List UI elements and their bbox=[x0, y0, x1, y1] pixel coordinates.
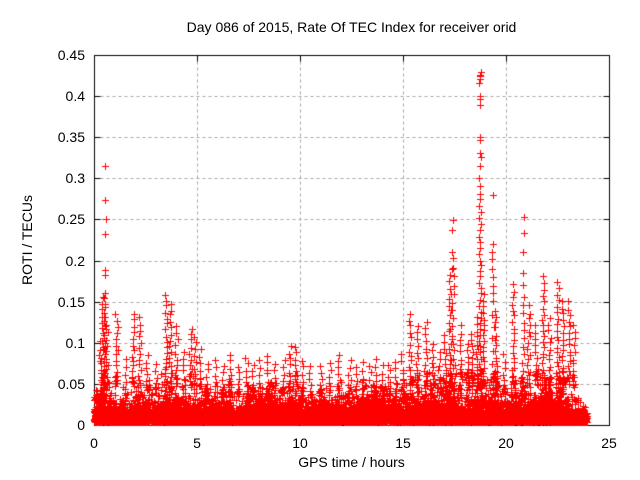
y-tick-label: 0 bbox=[77, 417, 85, 433]
y-tick-label: 0.05 bbox=[57, 375, 85, 392]
x-tick-label: 20 bbox=[498, 435, 514, 451]
y-tick-label: 0.1 bbox=[65, 334, 85, 351]
x-tick-label: 10 bbox=[292, 435, 308, 451]
y-tick-label: 0.3 bbox=[65, 170, 85, 187]
y-tick-label: 0.45 bbox=[57, 47, 85, 63]
y-tick-label: 0.2 bbox=[65, 252, 85, 269]
x-axis-label: GPS time / hours bbox=[298, 454, 405, 470]
chart-title: Day 086 of 2015, Rate Of TEC Index for r… bbox=[186, 19, 517, 35]
x-tick-label: 0 bbox=[90, 435, 98, 451]
y-tick-label: 0.25 bbox=[57, 211, 85, 228]
x-tick-label: 25 bbox=[601, 435, 617, 451]
y-tick-label: 0.4 bbox=[65, 88, 85, 105]
x-tick-label: 15 bbox=[395, 435, 411, 451]
y-axis-label: ROTI / TECUs bbox=[19, 195, 35, 285]
x-tick-label: 5 bbox=[193, 435, 201, 451]
y-tick-label: 0.35 bbox=[57, 129, 85, 146]
y-tick-label: 0.15 bbox=[57, 293, 85, 310]
